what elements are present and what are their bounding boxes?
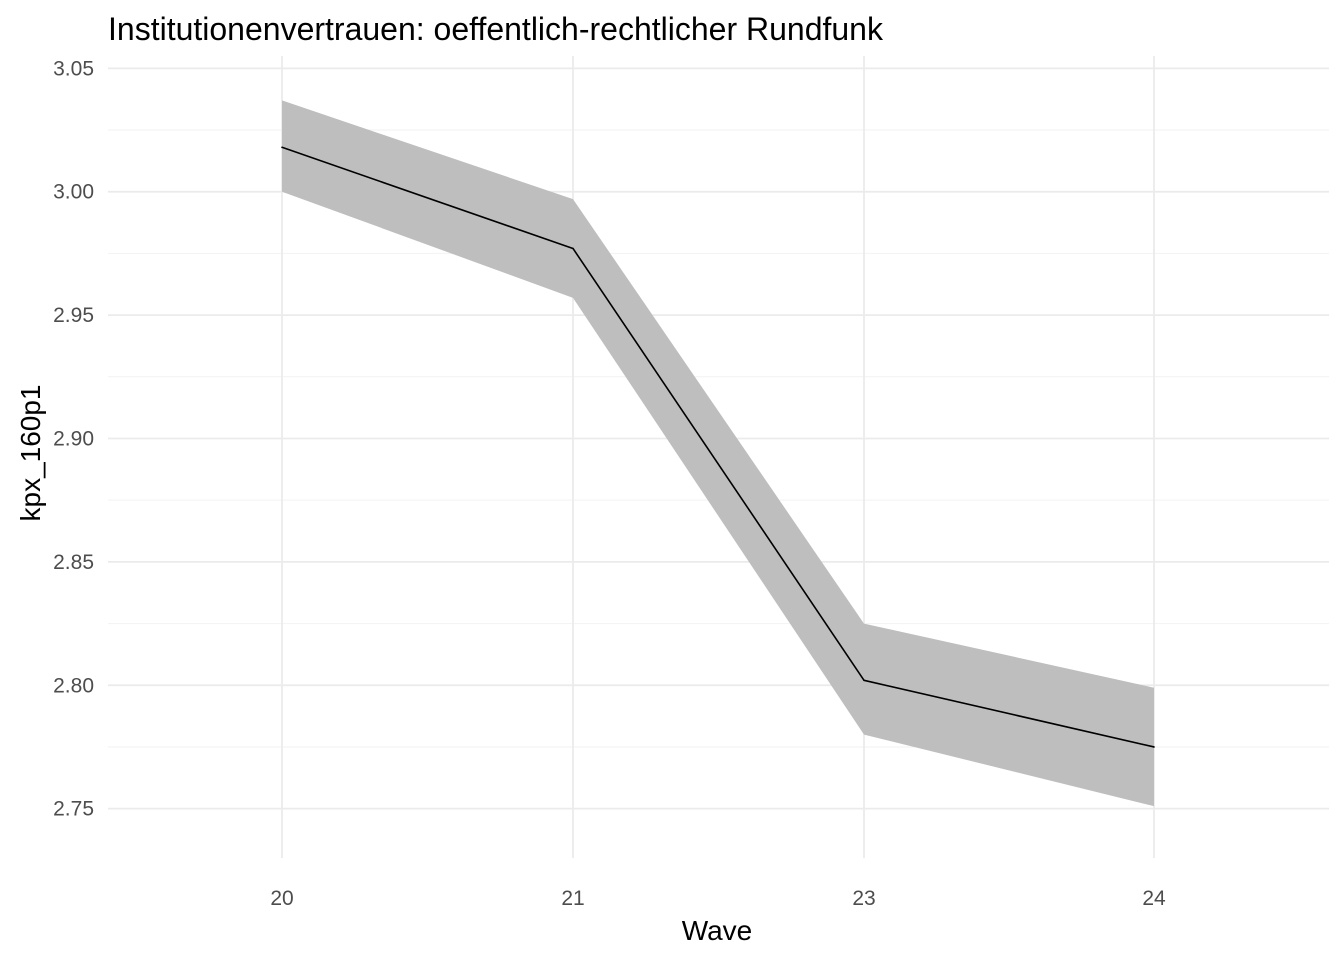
y-tick-label: 2.95 bbox=[53, 304, 94, 327]
y-tick-label: 3.05 bbox=[53, 57, 94, 80]
x-axis-ticks: 20 21 23 24 bbox=[270, 887, 1166, 910]
data-point bbox=[1153, 746, 1155, 748]
data-point bbox=[281, 146, 283, 149]
series-line-segment bbox=[863, 679, 1155, 748]
chart-title: Institutionenvertrauen: oeffentlich-rech… bbox=[108, 11, 884, 47]
y-tick-label: 2.90 bbox=[53, 427, 94, 450]
x-axis-title: Wave bbox=[682, 915, 753, 946]
confidence-band-layer bbox=[282, 100, 1154, 807]
x-tick-label: 21 bbox=[561, 887, 584, 910]
y-tick-label: 2.75 bbox=[53, 798, 94, 821]
y-axis-title: kpx_160p1 bbox=[15, 384, 46, 521]
series-line-segment bbox=[572, 248, 865, 681]
y-tick-label: 2.80 bbox=[53, 674, 94, 697]
x-tick-label: 23 bbox=[852, 887, 875, 910]
y-tick-label: 2.85 bbox=[53, 551, 94, 574]
data-point bbox=[572, 247, 574, 250]
confidence-band bbox=[282, 100, 1154, 807]
series-line-layer bbox=[281, 146, 1155, 748]
y-axis-ticks: 2.75 2.80 2.85 2.90 2.95 3.00 3.05 bbox=[53, 57, 94, 820]
data-point bbox=[863, 679, 865, 682]
x-tick-label: 24 bbox=[1142, 887, 1166, 910]
series-line-segment bbox=[281, 146, 574, 250]
y-tick-label: 3.00 bbox=[53, 181, 94, 204]
x-tick-label: 20 bbox=[270, 887, 293, 910]
